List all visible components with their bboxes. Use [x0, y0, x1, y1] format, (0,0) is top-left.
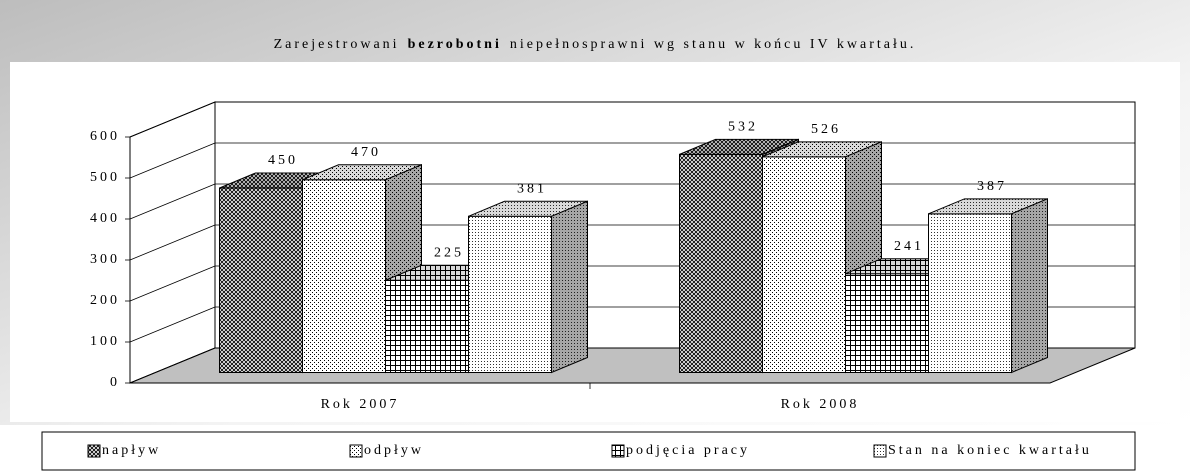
- legend-label: Stan na koniec kwartału: [888, 443, 1092, 458]
- data-label: 241: [894, 239, 924, 254]
- bar-top-shade: [679, 139, 799, 155]
- title-part: Zarejestrowani: [274, 37, 400, 52]
- y-tick-label: 0: [110, 375, 120, 390]
- bar-side-shade: [551, 201, 588, 373]
- title-part: niepełnosprawni wg stanu w końcu IV kwar…: [510, 37, 917, 52]
- bar: [468, 215, 552, 373]
- bar: [219, 187, 303, 373]
- legend-label: odpływ: [364, 443, 424, 458]
- data-label: 526: [811, 122, 841, 137]
- y-tick-label: 500: [90, 170, 120, 185]
- x-tick-label: Rok 2008: [781, 397, 860, 412]
- grid-line: [129, 306, 216, 343]
- legend-label: napływ: [102, 443, 161, 458]
- legend-swatch: [611, 444, 625, 458]
- bar-side-shade: [1011, 198, 1048, 373]
- grid-line: [129, 142, 216, 179]
- data-label: 532: [728, 120, 758, 135]
- grid-line: [129, 265, 216, 302]
- legend-swatch: [873, 444, 887, 458]
- legend-label: podjęcia pracy: [626, 443, 750, 458]
- bar: [928, 213, 1012, 373]
- bar: [385, 279, 469, 373]
- data-label: 450: [268, 153, 298, 168]
- legend-swatch: [349, 444, 363, 458]
- bar-top-shade: [762, 141, 882, 157]
- data-label: 225: [434, 245, 464, 260]
- grid-line: [129, 224, 216, 261]
- bar: [302, 179, 386, 373]
- y-tick-label: 600: [90, 129, 120, 144]
- chart-title: Zarejestrowani bezrobotni niepełnosprawni …: [274, 37, 917, 52]
- bar: [845, 273, 929, 373]
- grid-line: [129, 101, 216, 138]
- legend: [41, 431, 1136, 471]
- y-tick-label: 200: [90, 293, 120, 308]
- bar-top-shade: [302, 164, 422, 180]
- legend-swatch: [87, 444, 101, 458]
- bar: [679, 153, 763, 373]
- bar-top-shade: [928, 198, 1048, 214]
- grid-line: [129, 183, 216, 220]
- bar: [762, 156, 846, 373]
- bar-side: [1011, 198, 1048, 374]
- title-part: bezrobotni: [408, 37, 502, 52]
- y-tick-label: 400: [90, 211, 120, 226]
- x-tick-label: Rok 2007: [321, 397, 400, 412]
- data-label: 470: [351, 145, 381, 160]
- bar-top-shade: [468, 201, 588, 217]
- bar-side: [551, 200, 588, 374]
- y-tick-label: 100: [90, 334, 120, 349]
- data-label: 381: [517, 182, 547, 197]
- y-tick-label: 300: [90, 252, 120, 267]
- grid-line: [129, 347, 216, 384]
- data-label: 387: [977, 179, 1007, 194]
